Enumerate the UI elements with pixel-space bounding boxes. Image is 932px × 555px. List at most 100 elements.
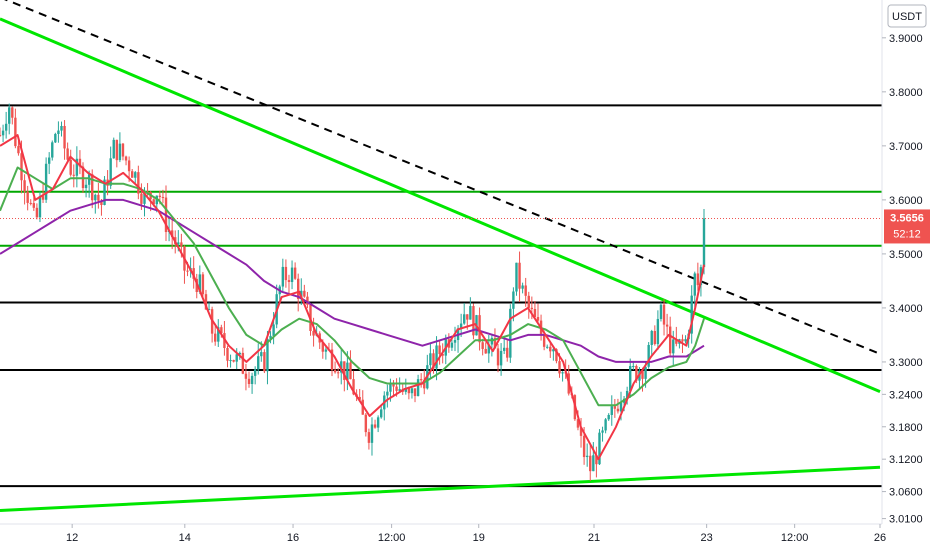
candle-211	[647, 342, 650, 369]
candle-body-39	[118, 143, 122, 161]
candle-body-7	[20, 153, 23, 181]
candle-179	[549, 343, 552, 358]
candle-body-220	[675, 339, 678, 344]
candle-body-190	[582, 435, 586, 458]
candle-183	[561, 371, 564, 382]
candle-body-95	[290, 267, 294, 283]
candle-body-99	[303, 290, 306, 297]
candle-body-219	[672, 339, 675, 354]
candle-body-21	[63, 125, 66, 149]
candle-body-141	[432, 353, 435, 369]
candle-body-12	[35, 207, 39, 218]
candle-body-129	[395, 386, 398, 391]
candle-body-119	[364, 414, 368, 433]
candle-body-30	[91, 174, 94, 201]
candle-body-89	[272, 324, 275, 336]
candle-body-199	[610, 406, 613, 415]
candle-199	[610, 395, 613, 426]
candle-170	[521, 282, 524, 294]
candle-body-200	[613, 406, 617, 409]
y-tick-label-8: 3.1800	[889, 422, 923, 434]
candle-body-50	[152, 199, 155, 205]
candle-43	[130, 168, 134, 178]
candle-99	[303, 284, 306, 298]
candle-body-179	[549, 346, 552, 352]
candle-body-201	[616, 408, 620, 412]
candle-68	[207, 302, 211, 311]
candle-body-28	[84, 184, 88, 189]
candle-body-157	[481, 342, 484, 349]
candle-body-217	[665, 324, 669, 327]
candle-83	[253, 366, 257, 385]
y-tick-label-9: 3.1200	[889, 454, 923, 466]
candle-86	[263, 349, 266, 374]
candle-body-120	[367, 432, 371, 443]
candle-body-74	[226, 347, 229, 361]
candle-body-24	[72, 174, 75, 176]
candle-body-45	[137, 172, 140, 194]
candle-body-42	[127, 160, 131, 172]
candle-body-192	[589, 455, 592, 472]
candle-body-46	[140, 193, 143, 204]
candle-226	[693, 271, 696, 308]
candle-133	[407, 386, 411, 400]
candle-body-16	[47, 157, 51, 164]
candle-3	[8, 103, 11, 135]
candle-body-178	[546, 346, 549, 348]
candle-11	[32, 197, 36, 211]
candle-84	[257, 343, 260, 375]
candle-body-159	[487, 344, 491, 354]
candle-168	[515, 262, 518, 296]
candle-body-17	[51, 142, 54, 158]
candle-126	[386, 384, 389, 408]
candle-body-142	[435, 345, 438, 369]
candle-body-59	[180, 242, 183, 247]
candle-body-32	[97, 194, 100, 201]
candle-163	[499, 343, 503, 376]
candle-body-132	[404, 388, 407, 392]
candle-44	[134, 170, 137, 184]
candle-body-108	[330, 349, 334, 370]
candle-96	[293, 262, 297, 280]
candle-217	[665, 313, 669, 336]
candle-124	[380, 404, 383, 419]
candle-66	[201, 272, 205, 297]
candle-body-175	[536, 317, 540, 321]
candle-body-75	[229, 360, 232, 362]
candle-body-115	[352, 379, 355, 395]
x-tick-label-8: 26	[874, 532, 886, 544]
candle-9	[26, 185, 29, 211]
candle-body-77	[235, 354, 238, 362]
candle-body-226	[693, 273, 696, 296]
candle-body-162	[496, 348, 500, 366]
candle-24	[72, 164, 75, 188]
candle-body-191	[585, 455, 589, 458]
candle-153	[469, 297, 472, 320]
candle-body-173	[530, 307, 534, 310]
candle-body-140	[429, 353, 432, 366]
candle-119	[364, 413, 368, 437]
candle-40	[121, 142, 125, 161]
candle-134	[410, 387, 414, 399]
candle-18	[54, 132, 57, 143]
candle-223	[684, 335, 687, 344]
candle-body-13	[38, 196, 42, 218]
candle-body-63	[192, 268, 195, 279]
candle-body-166	[509, 308, 512, 358]
candle-body-154	[472, 306, 475, 336]
ema-mid-line	[0, 166, 705, 407]
candle-157	[481, 338, 484, 356]
candle-body-147	[450, 342, 454, 348]
ema-fast-line	[0, 134, 705, 461]
y-tick-label-7: 3.2400	[889, 389, 923, 401]
candle-body-2	[4, 123, 8, 131]
candle-body-85	[260, 352, 263, 357]
candle-body-229	[702, 218, 706, 268]
currency-label: USDT	[892, 11, 922, 23]
currency-badge[interactable]: USDT	[887, 4, 927, 28]
candle-135	[413, 388, 417, 403]
candle-body-33	[100, 200, 103, 205]
candle-193	[592, 442, 595, 472]
